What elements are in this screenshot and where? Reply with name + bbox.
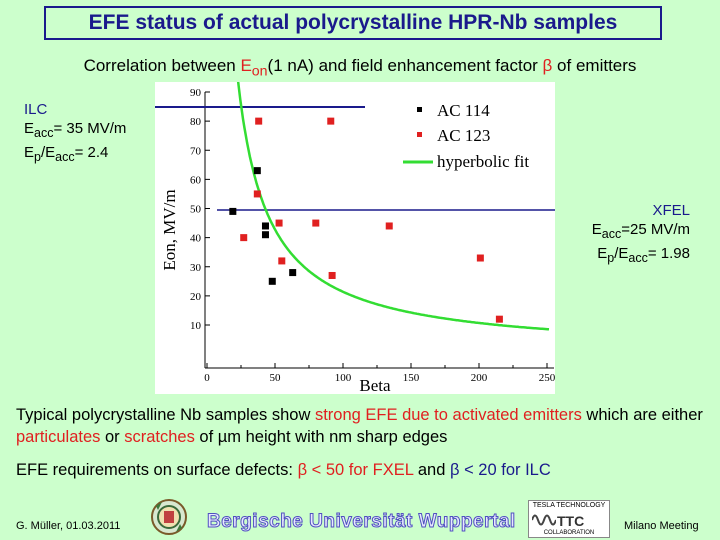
- hyperbolic-fit-line: [236, 82, 550, 331]
- requirement-xfel: β < 50 for FXEL: [297, 461, 414, 479]
- highlight-strong-efe: strong EFE due to activated emitters: [314, 406, 582, 424]
- y-tick-label: 40: [190, 233, 202, 245]
- legend-marker-ac114: [417, 107, 422, 112]
- subtitle-part3: of emitters: [552, 56, 637, 75]
- ilc-ep-ratio: Ep/Eacc= 2.4: [24, 144, 109, 164]
- y-tick-label: 70: [190, 145, 202, 157]
- chart-background: [155, 82, 555, 394]
- y-tick-label: 30: [190, 262, 202, 274]
- x-tick-label: 150: [403, 372, 420, 384]
- ac114-point: [261, 222, 269, 230]
- footer-author: G. Müller, 01.03.2011: [16, 520, 121, 532]
- x-tick-label: 250: [539, 372, 555, 384]
- ac114-point: [261, 231, 269, 239]
- ac123-point: [328, 271, 336, 279]
- subtitle-eon-sub: on: [251, 63, 268, 80]
- xfel-label-block: XFEL Eacc=25 MV/m Ep/Eacc= 1.98: [592, 201, 690, 268]
- xfel-ep-ratio: Ep/Eacc= 1.98: [597, 245, 690, 265]
- subtitle-part1: Correlation between: [83, 56, 241, 75]
- footer-meeting: Milano Meeting: [624, 520, 699, 532]
- xfel-label: XFEL: [652, 202, 690, 219]
- subtitle-beta: β: [542, 56, 553, 75]
- legend-label-ac123: AC 123: [437, 126, 490, 145]
- ttc-logo-bottom: COLLABORATION: [543, 530, 595, 536]
- ac114-point: [229, 207, 237, 215]
- x-tick-label: 200: [471, 372, 488, 384]
- legend-label-ac114: AC 114: [437, 101, 490, 120]
- ilc-label-block: ILC Eacc= 35 MV/m Ep/Eacc= 2.4: [24, 100, 126, 167]
- y-tick-label: 60: [190, 174, 202, 186]
- slide-subtitle: Correlation between Eon(1 nA) and field …: [0, 56, 720, 79]
- subtitle-part2: (1 nA) and field enhancement factor: [267, 56, 543, 75]
- ttc-logo-top: TESLA TECHNOLOGY: [532, 502, 606, 509]
- ac123-point: [312, 219, 320, 227]
- ac123-point: [240, 234, 248, 242]
- xfel-eacc: Eacc=25 MV/m: [591, 221, 690, 241]
- ac123-point: [253, 190, 261, 198]
- ttc-wave-icon: [532, 514, 556, 526]
- y-tick-label: 10: [190, 320, 202, 332]
- slide-title: EFE status of actual polycrystalline HPR…: [44, 6, 662, 40]
- legend-marker-ac123: [417, 132, 422, 137]
- ac123-point: [495, 315, 503, 323]
- ttc-logo-mid: TTC: [557, 513, 585, 529]
- ac123-point: [255, 117, 263, 125]
- highlight-particulates: particulates: [16, 428, 101, 446]
- y-tick-label: 90: [190, 87, 202, 99]
- ac123-point: [327, 117, 335, 125]
- highlight-scratches: scratches: [124, 428, 195, 446]
- ac123-point: [385, 222, 393, 230]
- y-axis-label: Eon, MV/m: [160, 189, 179, 270]
- y-tick-label: 50: [190, 204, 202, 216]
- ac114-point: [289, 269, 297, 277]
- x-tick-label: 0: [204, 372, 210, 384]
- x-axis-label: Beta: [359, 376, 391, 394]
- university-crest-icon: [151, 499, 187, 535]
- ac114-point: [253, 167, 261, 175]
- y-tick-label: 20: [190, 291, 202, 303]
- ac123-point: [275, 219, 283, 227]
- subtitle-eon: E: [240, 56, 252, 75]
- x-tick-label: 100: [335, 372, 352, 384]
- ilc-label: ILC: [24, 101, 48, 118]
- requirements-line: EFE requirements on surface defects: β <…: [16, 461, 551, 479]
- ilc-eacc: Eacc= 35 MV/m: [24, 120, 127, 140]
- ac123-point: [278, 257, 286, 265]
- ac114-point: [268, 277, 276, 285]
- university-name: Bergische Universität Wuppertal: [207, 511, 516, 533]
- x-tick-label: 50: [270, 372, 282, 384]
- ttc-logo: TESLA TECHNOLOGY TTC COLLABORATION: [528, 500, 610, 538]
- y-tick-label: 80: [190, 116, 202, 128]
- legend-label-fit: hyperbolic fit: [437, 152, 529, 171]
- ac123-point: [476, 254, 484, 262]
- scatter-chart: 10 20 30 40 50 60 70 80 90 0 50 100 150 200 250 Beta Eon…: [155, 82, 555, 394]
- explanation-paragraph: Typical polycrystalline Nb samples show …: [16, 406, 703, 446]
- requirement-ilc: β < 20 for ILC: [450, 461, 551, 479]
